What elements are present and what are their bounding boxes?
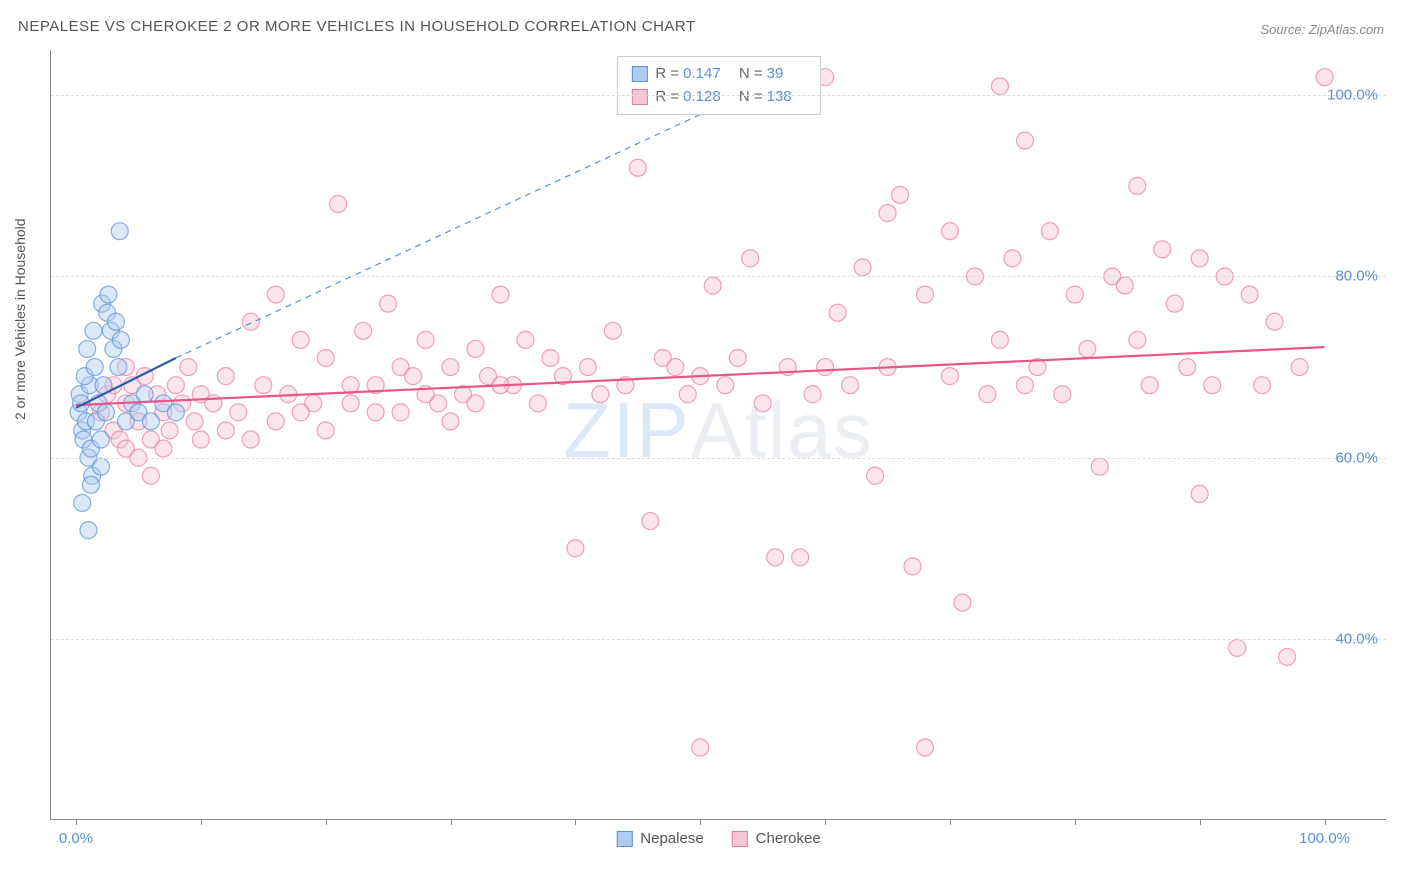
- xtick: [1325, 819, 1326, 825]
- xtick: [76, 819, 77, 825]
- legend-item-nepalese: Nepalese: [616, 830, 703, 847]
- scatter-plot: ZIPAtlas R =0.147 N =39 R =0.128 N =138 …: [50, 50, 1386, 820]
- gridline: [51, 458, 1386, 459]
- ytick-label: 100.0%: [1327, 87, 1378, 104]
- series-legend: Nepalese Cherokee: [616, 830, 820, 847]
- xtick: [1200, 819, 1201, 825]
- gridline: [51, 276, 1386, 277]
- stats-row-cherokee: R =0.128 N =138: [631, 86, 805, 109]
- xtick: [1075, 819, 1076, 825]
- stats-legend: R =0.147 N =39 R =0.128 N =138: [616, 56, 820, 115]
- gridline: [51, 95, 1386, 96]
- xtick: [950, 819, 951, 825]
- swatch-nepalese: [631, 66, 647, 82]
- ytick-label: 80.0%: [1335, 268, 1378, 285]
- xtick: [825, 819, 826, 825]
- chart-title: NEPALESE VS CHEROKEE 2 OR MORE VEHICLES …: [18, 18, 696, 35]
- legend-item-cherokee: Cherokee: [732, 830, 821, 847]
- plot-svg: [51, 50, 1386, 819]
- swatch-cherokee: [631, 89, 647, 105]
- xtick-label: 100.0%: [1299, 830, 1350, 847]
- xtick: [201, 819, 202, 825]
- legend-label-cherokee: Cherokee: [756, 830, 821, 847]
- xtick: [700, 819, 701, 825]
- ytick-label: 60.0%: [1335, 449, 1378, 466]
- gridline: [51, 639, 1386, 640]
- swatch-cherokee-icon: [732, 831, 748, 847]
- y-axis-title: 2 or more Vehicles in Household: [12, 218, 28, 420]
- xtick: [451, 819, 452, 825]
- xtick: [326, 819, 327, 825]
- stats-row-nepalese: R =0.147 N =39: [631, 63, 805, 86]
- xtick: [575, 819, 576, 825]
- xtick-label: 0.0%: [59, 830, 93, 847]
- source-attribution: Source: ZipAtlas.com: [1260, 22, 1384, 37]
- legend-label-nepalese: Nepalese: [640, 830, 703, 847]
- ytick-label: 40.0%: [1335, 630, 1378, 647]
- swatch-nepalese-icon: [616, 831, 632, 847]
